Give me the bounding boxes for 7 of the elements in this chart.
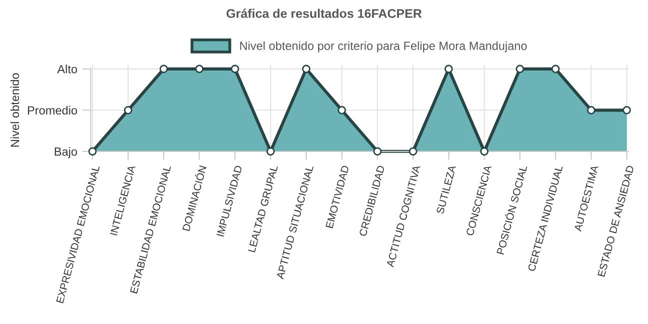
- text: Promedio: [28, 106, 78, 115]
- legend-label: Nivel obtenido por criterio para Felipe Mora Mandujano: [240, 41, 527, 52]
- x-tick-label: LEALTAD GRUPAL: [248, 164, 278, 252]
- text: Alto: [57, 64, 78, 74]
- y-axis-title: Nivel obtenido: [10, 73, 20, 147]
- text: Bajo: [54, 147, 78, 158]
- chart-title: Gráfica de resultados 16FACPER: [226, 8, 422, 18]
